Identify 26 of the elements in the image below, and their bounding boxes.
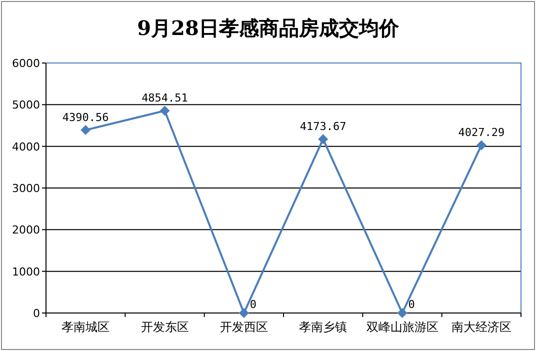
y-tick-label: 5000 bbox=[12, 98, 40, 112]
text: 4390.56 bbox=[62, 111, 109, 124]
chart-title: 9月28日孝感商品房成交均价 bbox=[137, 16, 400, 40]
y-tick-label: 6000 bbox=[12, 57, 40, 70]
text: 0 bbox=[408, 298, 415, 311]
x-tick-label: 双峰山旅游区 bbox=[366, 320, 438, 334]
point bbox=[160, 106, 170, 116]
y-tick-label: 4000 bbox=[12, 140, 40, 154]
text: 0 bbox=[250, 298, 257, 311]
point bbox=[238, 308, 249, 318]
text: 4027.29 bbox=[458, 126, 505, 140]
point bbox=[318, 134, 328, 144]
x-tick-label: 开发东区 bbox=[140, 320, 189, 334]
y-tick-label: 0 bbox=[33, 307, 40, 320]
y-tick-label: 2000 bbox=[12, 224, 40, 237]
x-tick-label: 开发西区 bbox=[220, 320, 268, 334]
text: 4173.67 bbox=[300, 120, 346, 134]
x-tick-label: 孝南城区 bbox=[62, 320, 110, 334]
y-tick-label: 3000 bbox=[12, 182, 40, 195]
x-tick-label: 南大经济区 bbox=[451, 320, 512, 334]
x-tick-label: 孝南乡镇 bbox=[299, 320, 348, 334]
point bbox=[80, 125, 91, 136]
text: 4854.51 bbox=[142, 92, 188, 105]
y-tick-label: 1000 bbox=[12, 265, 40, 278]
point bbox=[476, 140, 486, 150]
point bbox=[397, 308, 408, 318]
